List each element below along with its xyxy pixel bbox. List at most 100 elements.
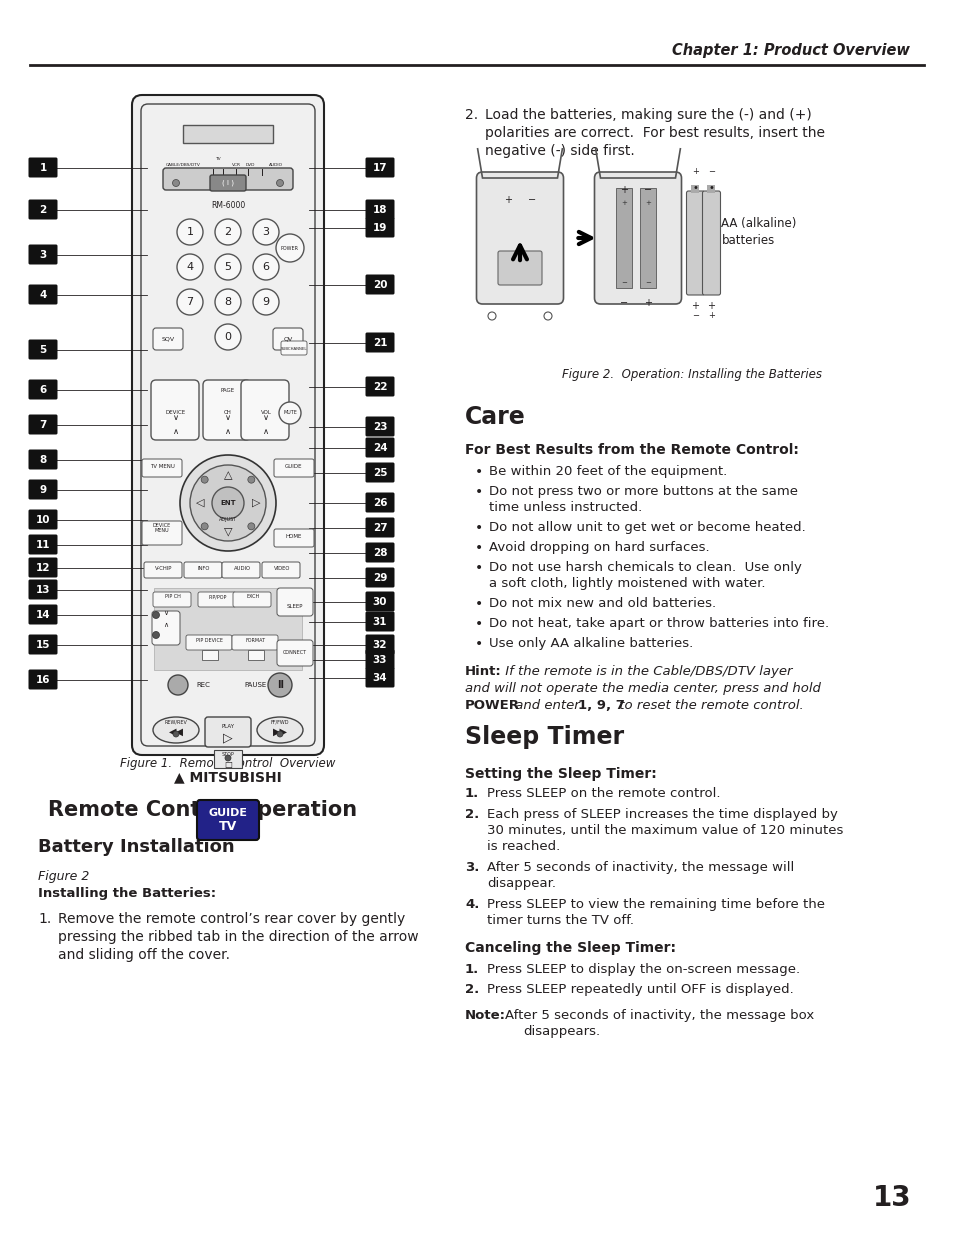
Text: TV: TV: [218, 820, 237, 834]
Text: +: +: [691, 301, 699, 311]
Text: ◀◀: ◀◀: [169, 727, 183, 737]
Circle shape: [152, 611, 159, 619]
Text: −: −: [707, 168, 714, 177]
Text: −: −: [619, 298, 627, 308]
Text: 15: 15: [35, 640, 51, 650]
Text: CONNECT: CONNECT: [283, 651, 307, 656]
Circle shape: [543, 312, 552, 320]
Circle shape: [214, 219, 241, 245]
Bar: [153, 588, 302, 671]
Text: VOL: VOL: [260, 410, 272, 415]
Text: −: −: [527, 195, 536, 205]
Text: •: •: [475, 466, 483, 479]
Text: Be within 20 feet of the equipment.: Be within 20 feet of the equipment.: [489, 466, 726, 478]
FancyBboxPatch shape: [365, 568, 395, 588]
Circle shape: [214, 289, 241, 315]
Text: Note:: Note:: [464, 1009, 505, 1023]
Text: ∨: ∨: [172, 414, 179, 422]
Text: QV: QV: [283, 336, 293, 342]
Circle shape: [278, 403, 301, 424]
FancyBboxPatch shape: [29, 635, 57, 655]
Text: 31: 31: [373, 618, 387, 627]
FancyBboxPatch shape: [276, 588, 313, 616]
Text: Press SLEEP on the remote control.: Press SLEEP on the remote control.: [486, 787, 720, 800]
Circle shape: [177, 254, 203, 280]
Text: Press SLEEP repeatedly until OFF is displayed.: Press SLEEP repeatedly until OFF is disp…: [486, 983, 793, 995]
Text: FF/FWD: FF/FWD: [271, 720, 289, 725]
Text: 5: 5: [224, 262, 232, 272]
FancyBboxPatch shape: [184, 562, 222, 578]
Text: PLAY: PLAY: [221, 725, 234, 730]
Text: STOP: STOP: [221, 752, 234, 757]
FancyBboxPatch shape: [163, 168, 293, 190]
Text: After 5 seconds of inactivity, the message box: After 5 seconds of inactivity, the messa…: [504, 1009, 814, 1023]
Circle shape: [225, 755, 231, 761]
Text: timer turns the TV off.: timer turns the TV off.: [486, 914, 634, 927]
Text: 11: 11: [35, 540, 51, 550]
Text: ◁: ◁: [195, 498, 204, 508]
Text: •: •: [475, 561, 483, 576]
Text: Each press of SLEEP increases the time displayed by: Each press of SLEEP increases the time d…: [486, 808, 837, 821]
FancyBboxPatch shape: [365, 635, 395, 655]
Text: 2.: 2.: [464, 983, 478, 995]
Text: ADJUST: ADJUST: [218, 516, 237, 521]
Text: PAUSE: PAUSE: [245, 682, 267, 688]
FancyBboxPatch shape: [205, 718, 251, 747]
Bar: [202, 650, 218, 659]
Text: 1: 1: [186, 227, 193, 237]
FancyBboxPatch shape: [594, 172, 680, 304]
Circle shape: [268, 673, 292, 697]
Text: •: •: [475, 618, 483, 631]
Circle shape: [177, 219, 203, 245]
Text: 28: 28: [373, 548, 387, 558]
FancyBboxPatch shape: [365, 437, 395, 457]
Text: 9: 9: [39, 485, 47, 495]
Text: •: •: [692, 183, 698, 193]
Text: PIP DEVICE: PIP DEVICE: [196, 637, 223, 642]
Text: −: −: [691, 311, 699, 321]
Text: 1.: 1.: [464, 963, 478, 976]
Text: batteries: batteries: [720, 233, 774, 247]
Text: 1.: 1.: [38, 911, 51, 926]
FancyBboxPatch shape: [142, 459, 182, 477]
Text: POWER: POWER: [281, 246, 298, 251]
Text: TV: TV: [215, 157, 220, 161]
Text: 29: 29: [373, 573, 387, 583]
Text: RM-6000: RM-6000: [211, 200, 245, 210]
Circle shape: [248, 522, 254, 530]
Text: Press SLEEP to display the on-screen message.: Press SLEEP to display the on-screen mes…: [486, 963, 800, 976]
Text: II: II: [277, 680, 284, 690]
Text: 2.: 2.: [464, 808, 478, 821]
Text: 34: 34: [373, 673, 387, 683]
Circle shape: [172, 731, 179, 737]
Text: Do not allow unit to get wet or become heated.: Do not allow unit to get wet or become h…: [489, 521, 805, 534]
Text: Chapter 1: Product Overview: Chapter 1: Product Overview: [672, 42, 909, 58]
Text: ▽: ▽: [224, 526, 232, 536]
FancyBboxPatch shape: [365, 592, 395, 611]
Bar: [248, 650, 264, 659]
FancyBboxPatch shape: [29, 415, 57, 435]
Text: HOME: HOME: [286, 535, 302, 540]
Text: TV MENU: TV MENU: [150, 464, 174, 469]
FancyBboxPatch shape: [29, 479, 57, 499]
FancyBboxPatch shape: [142, 521, 182, 545]
Bar: [639, 188, 656, 288]
Text: +: +: [619, 185, 627, 195]
Text: 17: 17: [373, 163, 387, 173]
Text: and enter: and enter: [511, 699, 583, 713]
Text: PAGE: PAGE: [221, 388, 234, 393]
Text: 21: 21: [373, 338, 387, 348]
Text: DVD: DVD: [245, 163, 254, 167]
Ellipse shape: [256, 718, 303, 743]
Circle shape: [201, 522, 208, 530]
FancyBboxPatch shape: [222, 562, 260, 578]
FancyBboxPatch shape: [29, 450, 57, 469]
Text: 10: 10: [35, 515, 51, 525]
Circle shape: [177, 289, 203, 315]
FancyBboxPatch shape: [365, 274, 395, 294]
FancyBboxPatch shape: [198, 592, 235, 606]
Text: 7: 7: [39, 420, 47, 430]
FancyBboxPatch shape: [276, 640, 313, 666]
FancyBboxPatch shape: [29, 245, 57, 264]
Text: 3: 3: [39, 249, 47, 261]
